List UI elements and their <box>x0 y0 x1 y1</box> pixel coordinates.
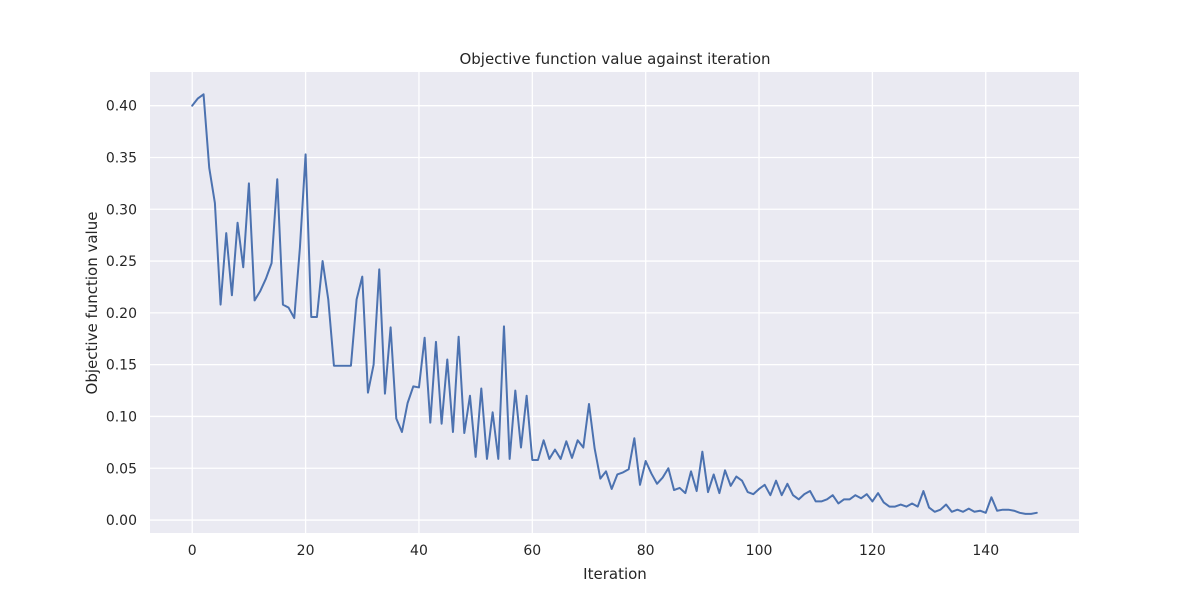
y-tick-label: 0.05 <box>106 461 137 477</box>
y-tick-label: 0.15 <box>106 358 137 374</box>
y-tick-label: 0.40 <box>106 99 137 115</box>
x-tick-label: 20 <box>297 543 315 559</box>
x-tick-label: 100 <box>746 543 773 559</box>
x-gridlines <box>191 72 987 533</box>
y-tick-label: 0.35 <box>106 150 137 166</box>
y-tick-label: 0.20 <box>106 306 137 322</box>
plot-area <box>150 72 1079 533</box>
y-tick-label: 0.10 <box>106 409 137 425</box>
x-tick-label: 0 <box>188 543 197 559</box>
x-axis-label: Iteration <box>583 565 647 583</box>
chart-title: Objective function value against iterati… <box>459 50 770 68</box>
y-gridlines <box>150 105 1079 521</box>
x-tick-labels: 0 20 40 60 80 100 120 140 <box>188 543 999 559</box>
y-tick-label: 0.00 <box>106 513 137 529</box>
y-axis-label: Objective function value <box>83 212 101 395</box>
x-tick-label: 40 <box>410 543 428 559</box>
y-tick-labels: 0.00 0.05 0.10 0.15 0.20 0.25 0.30 0.35 0.40 <box>106 99 137 529</box>
x-tick-label: 80 <box>637 543 655 559</box>
x-tick-label: 60 <box>523 543 541 559</box>
series-line <box>191 93 1038 515</box>
y-tick-label: 0.25 <box>106 254 137 270</box>
series-group <box>191 93 1038 515</box>
x-tick-label: 120 <box>859 543 886 559</box>
y-tick-label: 0.30 <box>106 202 137 218</box>
x-tick-label: 140 <box>972 543 999 559</box>
